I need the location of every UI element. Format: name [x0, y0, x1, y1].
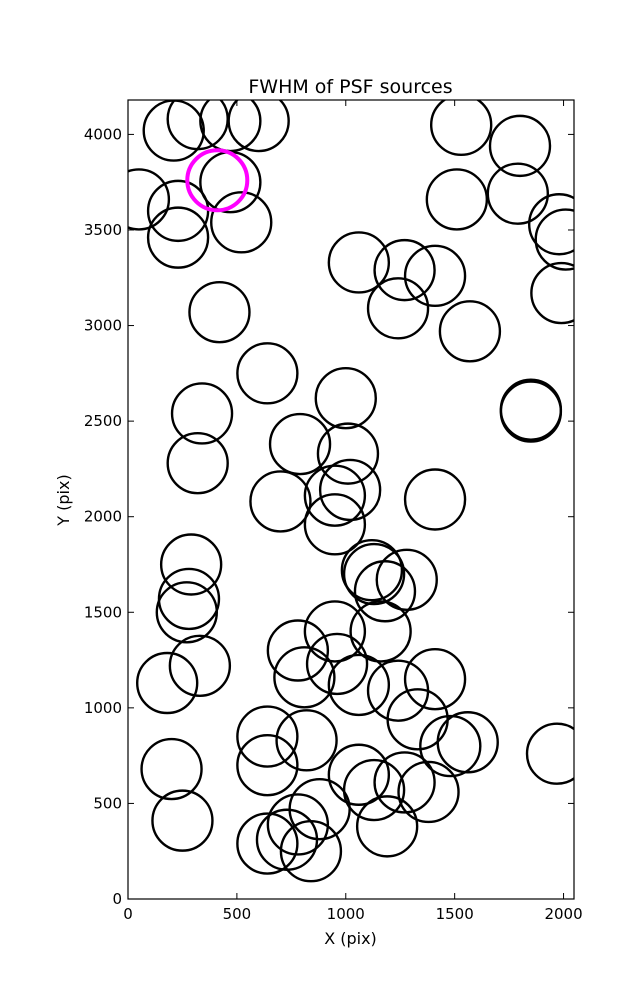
psf-source-marker	[486, 162, 550, 225]
psf-source-marker	[159, 533, 223, 596]
x-tick-label: 2000	[544, 905, 582, 923]
psf-source-marker	[166, 431, 229, 495]
x-tick-label: 500	[223, 905, 252, 923]
y-axis-label: Y (pix)	[54, 474, 73, 526]
y-tick-label: 1500	[84, 603, 122, 621]
psf-source-marker	[366, 277, 430, 340]
psf-source-marker	[425, 168, 489, 231]
psf-source-marker	[373, 751, 436, 814]
psf-source-marker	[279, 820, 343, 883]
psf-source-marker	[275, 709, 338, 772]
psf-source-marker	[303, 600, 367, 663]
psf-source-marker	[342, 542, 406, 606]
axes: 0 500 1000 1500 2000 0 500 1000 1500 2000 2500 3000…	[84, 100, 583, 923]
psf-source-marker	[305, 632, 369, 696]
psf-source-marker	[266, 793, 330, 856]
psf-source-marker	[355, 795, 419, 858]
psf-source-marker	[366, 659, 430, 722]
psf-source-marker	[436, 711, 499, 774]
psf-source-marker	[142, 100, 205, 162]
psf-source-marker	[525, 722, 574, 785]
psf-source-marker	[146, 206, 210, 269]
psf-source-marker	[188, 280, 251, 344]
psf-source-marker	[534, 208, 574, 271]
psf-source-marker	[135, 651, 199, 715]
psf-source-marker	[155, 581, 218, 644]
x-tick-label: 1500	[436, 905, 474, 923]
psf-source-marker	[353, 560, 417, 623]
psf-source-marker	[403, 647, 467, 711]
psf-source-marker	[236, 812, 299, 875]
plot-frame	[127, 99, 575, 900]
psf-source-marker	[528, 193, 574, 256]
psf-source-marker	[340, 539, 404, 602]
psf-source-marker	[236, 342, 299, 405]
chart-title: FWHM of PSF sources	[248, 76, 452, 98]
y-tick-label: 1000	[84, 699, 122, 717]
highlighted-source-marker	[185, 148, 250, 213]
psf-source-marker	[530, 261, 574, 325]
psf-source-marker	[403, 244, 467, 308]
psf-source-marker	[318, 458, 382, 522]
psf-source-marker	[151, 789, 214, 852]
psf-source-marker	[403, 468, 467, 531]
psf-source-marker	[166, 100, 229, 151]
psf-source-marker	[273, 646, 336, 709]
psf-source-marker	[430, 100, 493, 157]
psf-source-marker	[303, 493, 367, 556]
psf-source-marker	[327, 231, 391, 294]
psf-source-marker	[255, 808, 319, 871]
psf-source-marker	[210, 191, 273, 254]
psf-source-marker	[266, 619, 330, 682]
psf-source-marker	[375, 548, 438, 611]
psf-source-marker	[168, 634, 232, 697]
psf-source-marker	[268, 412, 332, 476]
psf-source-marker	[327, 743, 391, 806]
psf-source-marker	[288, 777, 351, 841]
psf-source-marker	[303, 464, 367, 527]
psf-source-marker	[397, 760, 460, 824]
psf-source-marker	[327, 653, 391, 717]
y-tick-label: 2000	[84, 508, 122, 526]
psf-source-marker	[438, 300, 502, 363]
psf-source-marker	[488, 114, 552, 178]
y-tick-label: 4000	[84, 125, 122, 143]
psf-source-marker	[170, 382, 234, 445]
psf-source-marker	[499, 380, 563, 443]
y-tick-label: 0	[112, 890, 122, 908]
psf-source-marker	[249, 470, 312, 533]
psf-source-marker	[128, 168, 171, 231]
psf-source-marker	[227, 100, 290, 153]
data-markers	[128, 100, 574, 883]
y-tick-label: 500	[93, 794, 122, 812]
y-tick-label: 2500	[84, 412, 122, 430]
psf-source-marker	[314, 366, 377, 430]
psf-source-marker	[316, 422, 380, 485]
y-tick-label: 3000	[84, 317, 122, 335]
psf-source-marker	[419, 714, 482, 778]
psf-source-marker	[199, 150, 262, 214]
y-tick-label: 3500	[84, 221, 122, 239]
x-tick-label: 0	[123, 905, 133, 923]
psf-source-marker	[157, 567, 221, 631]
psf-source-marker	[140, 737, 203, 801]
psf-source-marker	[349, 600, 412, 663]
x-tick-label: 1000	[327, 905, 365, 923]
x-axis-label: X (pix)	[324, 929, 377, 948]
psf-source-marker	[373, 238, 436, 302]
psf-source-marker	[146, 179, 210, 243]
psf-source-marker	[236, 733, 299, 797]
psf-source-marker	[236, 705, 299, 768]
